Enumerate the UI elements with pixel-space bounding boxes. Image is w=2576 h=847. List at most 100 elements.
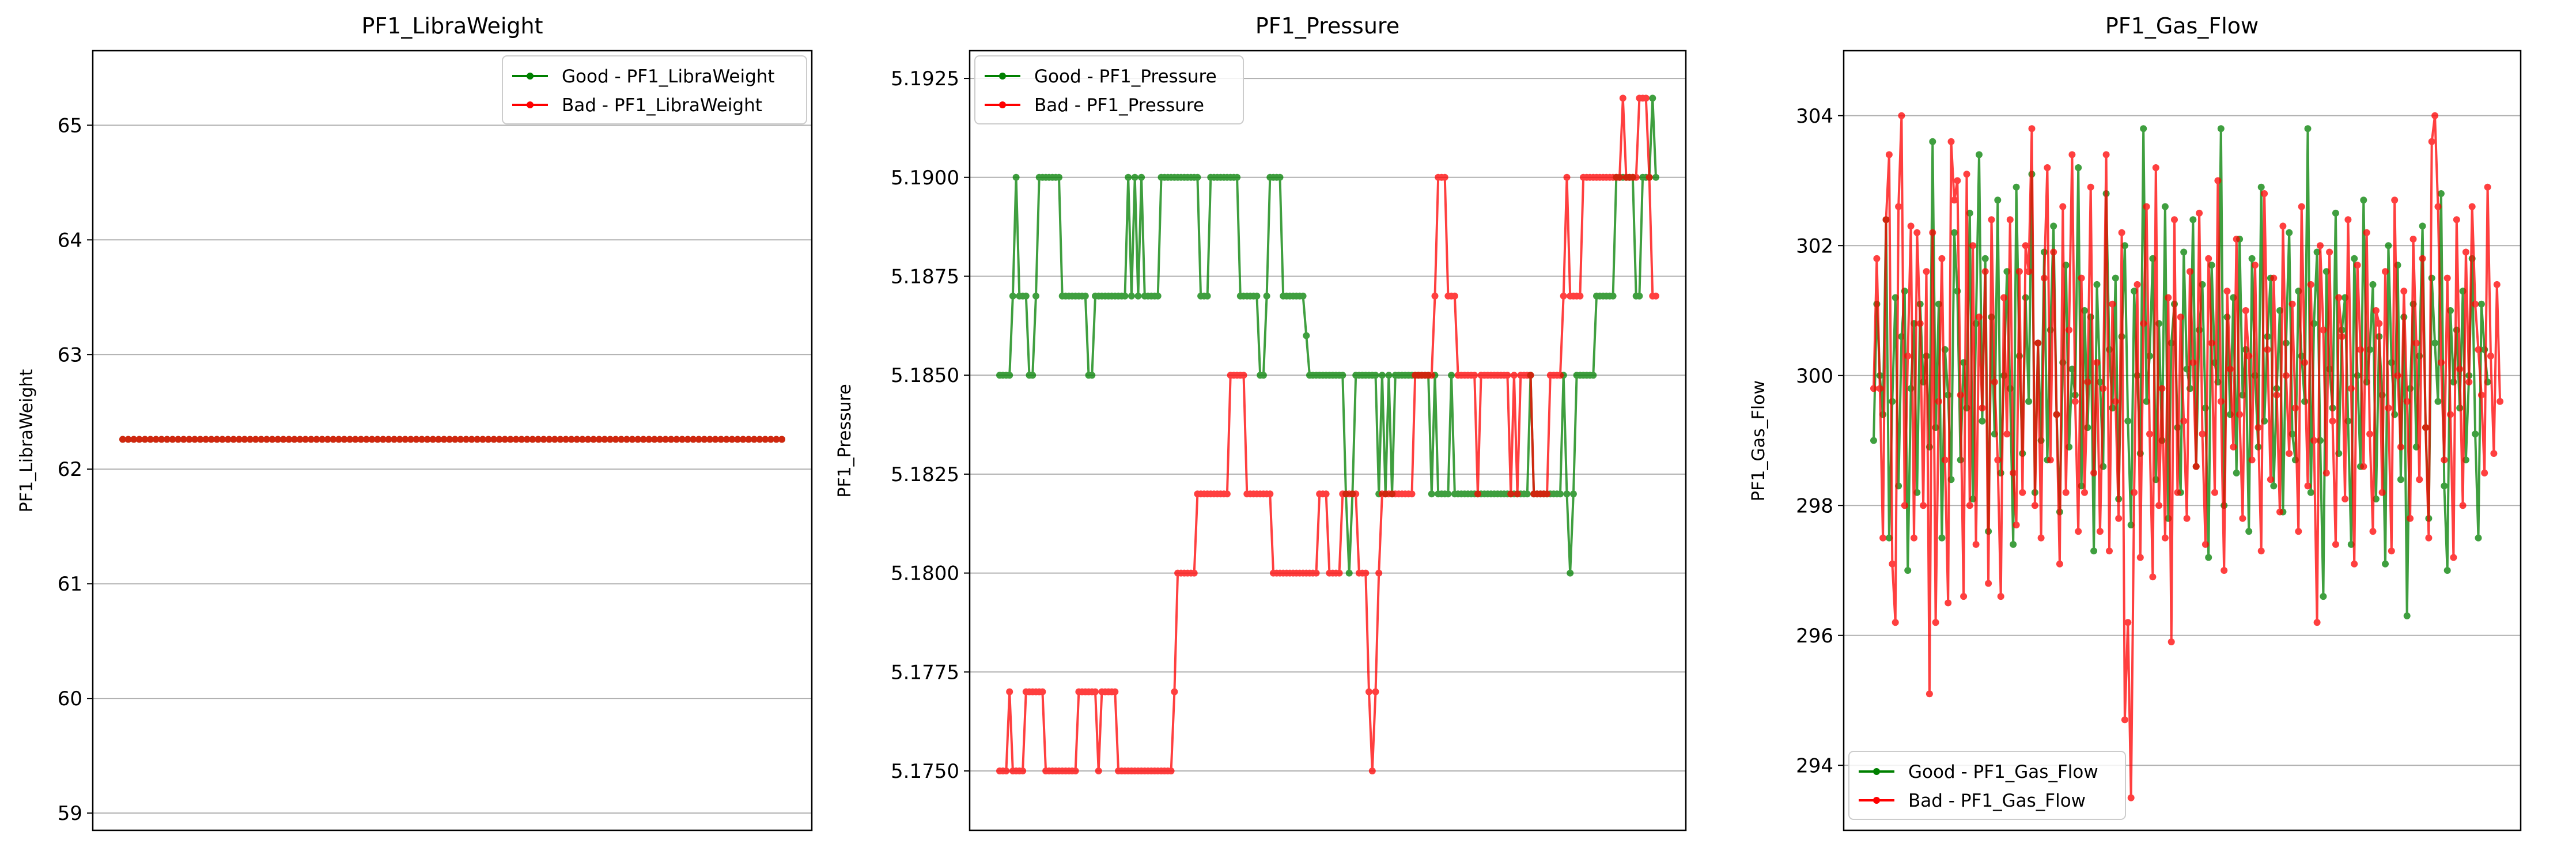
data-point <box>2201 540 2209 548</box>
data-point <box>546 436 553 443</box>
data-point <box>191 436 198 443</box>
y-tick-label: 5.1850 <box>891 364 959 387</box>
data-point <box>2068 151 2076 158</box>
data-point <box>1876 385 1883 392</box>
data-point <box>2221 567 2228 574</box>
data-point <box>180 436 187 443</box>
data-point <box>1916 320 1924 327</box>
data-point <box>1960 593 1968 600</box>
data-point <box>2372 307 2380 314</box>
data-point <box>2375 320 2383 327</box>
legend-marker-good <box>999 73 1006 80</box>
data-point <box>2332 540 2339 548</box>
chart-title: PF1_LibraWeight <box>361 13 543 39</box>
data-point <box>2106 547 2113 555</box>
data-point <box>640 436 647 443</box>
legend-label-bad: Bad - PF1_LibraWeight <box>562 95 762 116</box>
data-point <box>690 436 697 443</box>
data-point <box>1444 490 1452 498</box>
data-point <box>2028 125 2036 133</box>
data-point <box>1950 196 1958 204</box>
data-point <box>1870 437 1877 444</box>
data-point <box>1523 490 1531 498</box>
data-point <box>1649 94 1656 102</box>
data-point <box>1567 569 1574 577</box>
data-point <box>1892 619 1899 626</box>
data-point <box>279 436 287 443</box>
data-point <box>202 436 210 443</box>
data-point <box>2084 379 2091 385</box>
data-point <box>2257 547 2265 555</box>
data-point <box>1510 372 1518 379</box>
data-point <box>2307 281 2314 288</box>
data-point <box>186 436 193 443</box>
grid-lines <box>970 78 1686 772</box>
data-point <box>1056 173 1062 181</box>
data-point <box>529 436 536 443</box>
y-tick-label: 5.1750 <box>891 760 959 783</box>
data-point <box>667 436 675 443</box>
data-point <box>2434 398 2442 405</box>
data-point <box>1981 268 1989 275</box>
series-bad <box>996 94 1659 774</box>
data-point <box>141 436 149 443</box>
data-point <box>1303 332 1310 339</box>
data-point <box>1368 767 1376 774</box>
data-point <box>2431 112 2439 119</box>
data-point <box>2431 339 2439 347</box>
data-point <box>684 436 691 443</box>
y-tick-label: 298 <box>1796 494 1833 517</box>
data-point <box>1885 151 1893 158</box>
data-point <box>1895 203 1902 210</box>
data-point <box>2037 534 2045 542</box>
data-point <box>2317 242 2324 249</box>
data-point <box>2248 255 2256 262</box>
data-point <box>1081 292 1089 300</box>
data-point <box>263 436 270 443</box>
data-point <box>2127 794 2135 801</box>
data-point <box>2419 222 2426 230</box>
data-point <box>495 436 503 443</box>
data-point <box>402 436 409 443</box>
data-point <box>590 436 597 443</box>
y-tick-label: 5.1925 <box>891 67 959 90</box>
data-point <box>723 436 730 443</box>
data-point <box>2428 138 2435 145</box>
legend-marker-good <box>527 73 534 80</box>
legend: Good - PF1_Gas_Flow Bad - PF1_Gas_Flow <box>1848 751 2126 820</box>
data-point <box>595 436 603 443</box>
data-point <box>2412 339 2420 347</box>
data-point <box>1240 372 1247 379</box>
data-point <box>2286 450 2293 457</box>
data-point <box>2475 534 2482 542</box>
data-point <box>1385 372 1393 379</box>
data-point <box>2189 216 2197 224</box>
series-bad <box>1870 112 2504 801</box>
data-point <box>1926 690 1933 698</box>
data-point <box>1276 173 1284 181</box>
data-point <box>1976 151 1983 158</box>
data-point <box>468 436 475 443</box>
data-point <box>2071 398 2079 405</box>
data-point <box>247 436 254 443</box>
data-point <box>1336 569 1343 577</box>
y-tick-label: 302 <box>1796 235 1833 258</box>
data-point <box>2019 489 2026 496</box>
data-point <box>2388 547 2395 555</box>
data-point <box>1616 173 1623 181</box>
data-point <box>1563 490 1571 498</box>
series-line <box>1000 97 1656 772</box>
data-point <box>1938 534 1946 542</box>
data-point <box>2441 456 2448 464</box>
data-point <box>2416 476 2423 483</box>
data-point <box>523 436 531 443</box>
data-point <box>2360 196 2367 204</box>
data-point <box>1652 292 1659 300</box>
data-point <box>1171 688 1178 695</box>
legend-marker-good <box>1873 768 1880 775</box>
data-point <box>762 436 769 443</box>
data-point <box>418 436 426 443</box>
data-point <box>2301 359 2309 366</box>
data-point <box>1923 268 1930 275</box>
data-point <box>2490 450 2498 457</box>
